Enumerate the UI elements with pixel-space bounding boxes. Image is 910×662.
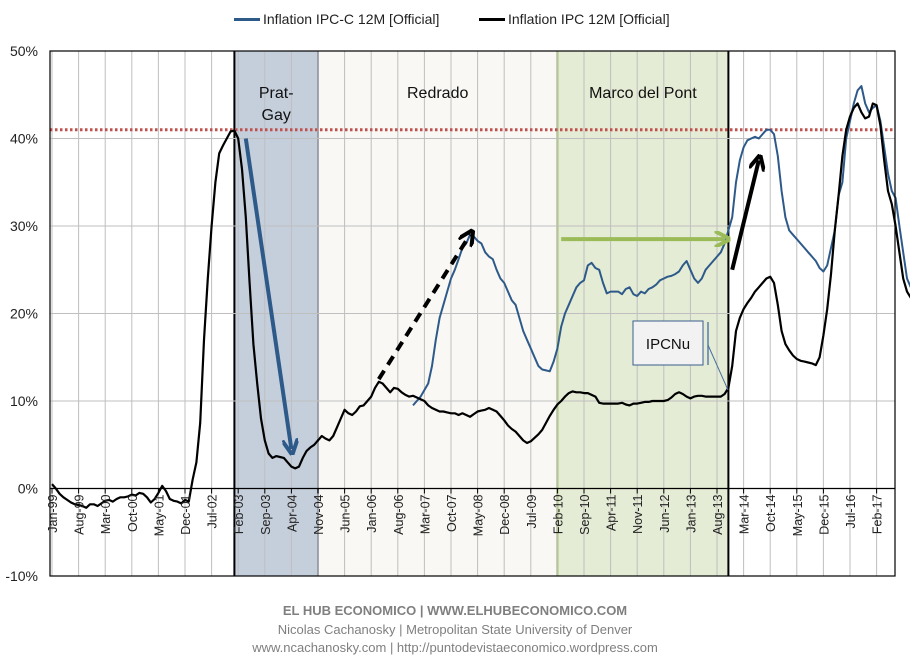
y-tick-label: 20% xyxy=(10,306,38,322)
y-tick-label: -10% xyxy=(5,568,38,584)
x-tick-label: Jun-12 xyxy=(658,494,672,532)
x-tick-label: Jul-09 xyxy=(525,494,539,528)
x-tick-label: Mar-14 xyxy=(738,494,752,534)
x-tick-label: Aug-13 xyxy=(711,494,725,534)
chart-area: Prat- Gay Redrado Marco del Pont IPCNu 50% 4… xyxy=(5,43,910,584)
series-line-ipc-c xyxy=(412,85,910,407)
x-tick-label: Jul-16 xyxy=(844,494,858,528)
annotation-label: IPCNu xyxy=(646,336,690,353)
x-tick-label: Oct-00 xyxy=(126,494,140,532)
x-tick-label: Mar-07 xyxy=(418,494,432,534)
footer-line-2: Nicolas Cachanosky | Metropolitan State … xyxy=(277,622,633,637)
legend-item-ipc: Inflation IPC 12M [Official] xyxy=(479,11,670,27)
x-tick-label: Jan-06 xyxy=(365,494,379,532)
period-label: Gay xyxy=(262,107,291,124)
series-line-ipc xyxy=(51,102,910,509)
y-tick-label: 10% xyxy=(10,393,38,409)
plot-border xyxy=(49,50,896,577)
y-tick-label: 0% xyxy=(18,481,38,497)
legend: Inflation IPC-C 12M [Official] Inflation… xyxy=(0,11,910,31)
legend-item-ipc-c: Inflation IPC-C 12M [Official] xyxy=(234,11,439,27)
annotation-leader xyxy=(707,344,729,391)
legend-label-ipc: Inflation IPC 12M [Official] xyxy=(508,11,670,27)
x-tick-label: Apr-04 xyxy=(285,494,299,532)
x-tick-label: Apr-11 xyxy=(605,494,619,531)
legend-swatch-ipc xyxy=(479,17,505,21)
x-tick-label: Dec-08 xyxy=(498,494,512,534)
x-tick-label: Jan-99 xyxy=(46,494,60,532)
trend-arrow xyxy=(730,160,759,271)
x-tick-label: Jan-13 xyxy=(684,494,698,532)
y-tick-label: 50% xyxy=(10,43,38,59)
x-tick-label: May-01 xyxy=(152,494,166,536)
x-tick-label: Oct-07 xyxy=(445,494,459,532)
x-tick-label: Aug-06 xyxy=(392,494,406,534)
x-tick-label: Sep-10 xyxy=(578,494,592,534)
trend-arrow xyxy=(243,138,292,450)
legend-label-ipc-c: Inflation IPC-C 12M [Official] xyxy=(263,11,440,27)
x-tick-label: Feb-17 xyxy=(871,494,885,534)
x-tick-label: Dec-15 xyxy=(817,494,831,534)
y-tick-label: 40% xyxy=(10,131,38,147)
x-tick-label: Oct-14 xyxy=(764,494,778,532)
x-tick-label: Mar-00 xyxy=(99,494,113,534)
x-tick-label: May-08 xyxy=(472,494,486,536)
footer-line-3: www.ncachanosky.com | http://puntodevist… xyxy=(252,640,658,655)
x-tick-label: Sep-03 xyxy=(259,494,273,534)
legend-swatch-ipc-c xyxy=(234,17,260,21)
x-tick-label: Feb-03 xyxy=(232,494,246,534)
footer-line-1: EL HUB ECONOMICO | WWW.ELHUBECONOMICO.CO… xyxy=(282,603,628,618)
x-tick-label: Aug-99 xyxy=(73,494,87,534)
x-tick-label: Jun-05 xyxy=(339,494,353,532)
annotation-box xyxy=(632,320,704,366)
x-tick-label: May-15 xyxy=(791,494,805,536)
y-tick-label: 30% xyxy=(10,218,38,234)
period-label: Redrado xyxy=(407,85,468,102)
x-tick-label: Dec-01 xyxy=(179,494,193,534)
trend-arrow xyxy=(377,235,470,381)
period-label: Marco del Pont xyxy=(589,85,697,102)
period-label: Prat- xyxy=(259,85,294,102)
x-tick-label: Nov-11 xyxy=(631,494,645,533)
x-tick-label: Jul-02 xyxy=(206,494,220,528)
x-tick-label: Feb-10 xyxy=(551,494,565,534)
x-tick-label: Nov-04 xyxy=(312,494,326,534)
